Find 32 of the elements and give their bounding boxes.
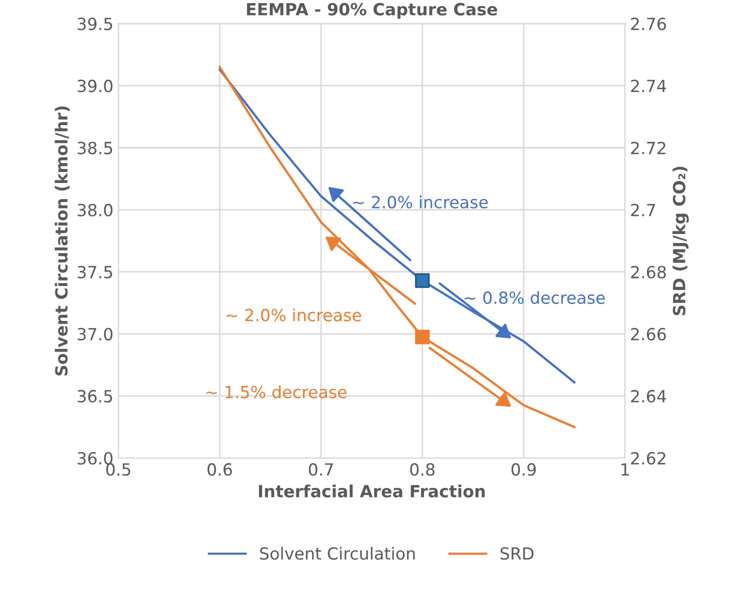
y2-tick-label: 2.72 <box>631 142 666 154</box>
x-tick-label: 1 <box>622 463 629 476</box>
annotation: ~ 2.0% increase <box>353 196 488 208</box>
x-axis-title: Interfacial Area Fraction <box>258 484 485 498</box>
x-tick-label: 0.9 <box>512 463 536 476</box>
y-tick-label: 37.5 <box>78 266 112 278</box>
y2-tick-label: 2.64 <box>631 390 666 403</box>
y-tick-label: 38.0 <box>78 204 112 216</box>
y2-tick-label: 2.76 <box>631 18 666 30</box>
y-tick-label: 39.0 <box>78 80 112 92</box>
y-tick-label: 36.0 <box>78 452 112 465</box>
y-tick-label: 36.5 <box>78 390 112 403</box>
x-tick-label: 0.6 <box>208 463 232 476</box>
legend-label: Solvent Circulation <box>260 546 415 560</box>
y-tick-label: 38.5 <box>78 142 112 154</box>
legend-label: SRD <box>500 547 534 560</box>
x-tick-label: 0.5 <box>106 463 130 476</box>
x-tick-label: 0.7 <box>308 463 333 476</box>
annotation: ~ 1.5% decrease <box>206 385 346 398</box>
y2-tick-label: 2.7 <box>631 204 655 216</box>
y2-tick-label: 2.62 <box>631 452 666 465</box>
y2-tick-label: 2.68 <box>631 266 666 278</box>
y-axis-title: Solvent Circulation (kmol/hr) <box>54 106 70 376</box>
y2-axis-title: SRD (MJ/kg CO₂) <box>672 166 689 316</box>
annotation: ~ 0.8% decrease <box>464 291 605 304</box>
annotation: ~ 2.0% increase <box>226 308 362 322</box>
y2-tick-label: 2.66 <box>631 328 666 340</box>
y2-tick-label: 2.74 <box>631 80 666 92</box>
y-tick-label: 39.5 <box>78 18 112 30</box>
x-tick-label: 0.8 <box>410 463 434 476</box>
chart-title: EEMPA - 90% Capture Case <box>247 2 498 19</box>
y-tick-label: 37.0 <box>78 328 112 340</box>
